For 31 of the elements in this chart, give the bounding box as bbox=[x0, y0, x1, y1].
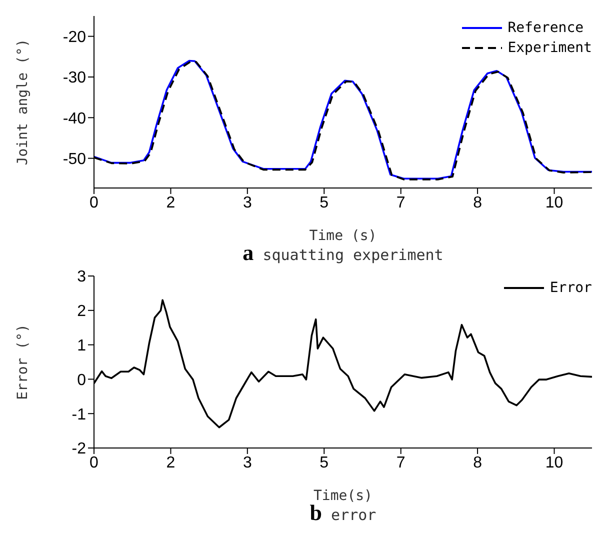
y-tick-label: -20 bbox=[62, 29, 86, 46]
x-tick-label: 0 bbox=[90, 194, 99, 212]
y-tick-label: 3 bbox=[77, 268, 86, 286]
legend-label: Reference bbox=[508, 19, 584, 38]
x-tick-label: 2 bbox=[166, 454, 176, 472]
y-tick-label: 1 bbox=[77, 337, 86, 354]
x-tick-label: 2 bbox=[166, 194, 176, 212]
x-tick-label: 0 bbox=[90, 454, 99, 472]
x-tick-label: 7 bbox=[396, 194, 406, 212]
x-tick-label: 3 bbox=[242, 194, 252, 212]
y-tick-label: -50 bbox=[62, 150, 86, 168]
y-tick-label: -40 bbox=[62, 110, 86, 128]
y-tick-label: -30 bbox=[62, 70, 86, 87]
y-axis-title: Joint angle (°) bbox=[14, 38, 31, 166]
y-tick-label: 2 bbox=[77, 303, 86, 320]
x-tick-label: 8 bbox=[473, 194, 482, 212]
x-tick-label: 3 bbox=[242, 454, 252, 472]
x-axis-title: Time (s) bbox=[309, 228, 377, 244]
y-axis-title: Error (°) bbox=[14, 324, 31, 400]
x-tick-label: 10 bbox=[545, 194, 564, 212]
x-tick-label: 7 bbox=[396, 454, 406, 472]
x-axis-title: Time(s) bbox=[313, 488, 373, 504]
legend-label: Experiment bbox=[508, 39, 592, 58]
x-tick-label: 5 bbox=[320, 194, 329, 212]
y-tick-label: 0 bbox=[77, 372, 86, 389]
y-tick-label: -1 bbox=[72, 406, 86, 424]
x-tick-label: 5 bbox=[320, 454, 329, 472]
x-tick-label: 8 bbox=[473, 454, 482, 472]
y-tick-label: -2 bbox=[72, 440, 86, 458]
x-tick-label: 10 bbox=[545, 454, 564, 472]
legend-label: Error bbox=[550, 279, 592, 298]
